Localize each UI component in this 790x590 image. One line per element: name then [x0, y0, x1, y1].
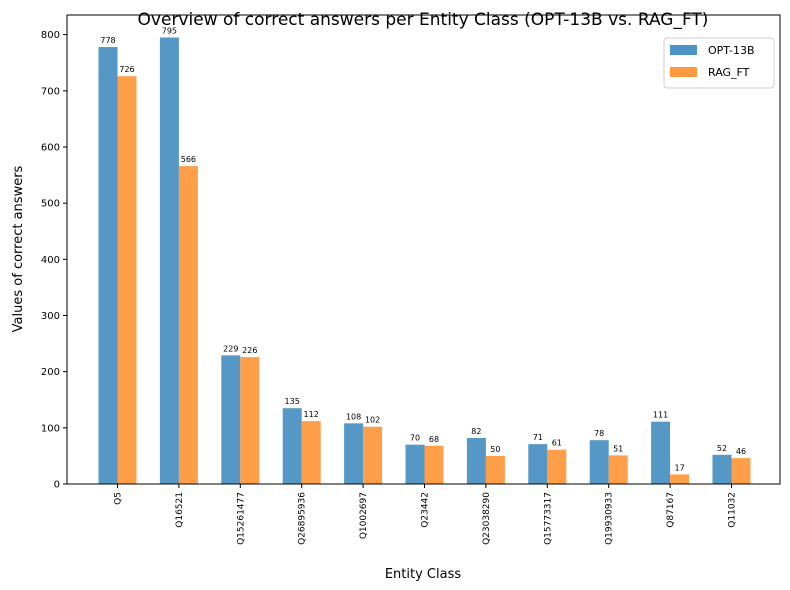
data-label-rag-ft-q87167: 17 [675, 463, 685, 472]
bar-rag-ft-q23442 [424, 445, 444, 484]
bar-opt-13b-q23442 [405, 444, 425, 484]
x-tick-label-q23038290: Q23038290 [482, 492, 492, 545]
bar-rag-ft-q11032 [731, 458, 751, 484]
y-tick-label-100: 100 [41, 423, 60, 434]
y-tick-label-0: 0 [54, 480, 60, 491]
data-label-opt-13b-q23038290: 82 [471, 427, 481, 436]
bar-rag-ft-q87167 [670, 474, 690, 484]
bar-rag-ft-q16521 [178, 166, 198, 485]
x-tick-label-q15261477: Q15261477 [236, 492, 246, 545]
data-label-opt-13b-q15773317: 71 [533, 433, 543, 442]
bar-opt-13b-q26895936 [282, 408, 302, 484]
legend-label-rag-ft: RAG_FT [708, 66, 750, 79]
x-axis: Q5 Q16521 Q15261477 Q26895936 Q1002697 Q23442… [114, 484, 738, 545]
data-label-rag-ft-q5: 726 [119, 65, 134, 74]
y-tick-label-200: 200 [41, 367, 60, 378]
data-label-rag-ft-q1002697: 102 [365, 416, 380, 425]
y-tick-label-600: 600 [41, 142, 60, 153]
data-label-opt-13b-q26895936: 135 [285, 397, 300, 406]
bar-opt-13b-q5 [98, 47, 118, 485]
bar-rag-ft-q26895936 [301, 421, 321, 484]
x-tick-label-q26895936: Q26895936 [298, 492, 308, 545]
bar-rag-ft-q23038290 [485, 455, 505, 484]
y-tick-label-300: 300 [41, 311, 60, 322]
bar-opt-13b-q19930933 [589, 440, 609, 484]
x-tick-label-q5: Q5 [114, 492, 124, 505]
x-tick-label-q1002697: Q1002697 [359, 492, 369, 539]
plot-frame [66, 14, 781, 485]
bar-rag-ft-q15773317 [547, 449, 567, 484]
data-label-rag-ft-q11032: 46 [736, 447, 746, 456]
data-label-rag-ft-q23442: 68 [429, 435, 439, 444]
y-tick-label-400: 400 [41, 255, 60, 266]
bar-rag-ft-q1002697 [363, 426, 383, 484]
data-labels-layer: 778 795 229 135 108 70 82 71 78 111 52 726 566 226 112… [100, 26, 746, 472]
data-label-rag-ft-q15261477: 226 [242, 346, 257, 355]
y-axis: 0 100 200 300 400 500 600 700 800 [41, 30, 67, 491]
legend: OPT-13B RAG_FT [663, 37, 775, 89]
x-tick-label-q23442: Q23442 [421, 492, 431, 528]
x-tick-label-q16521: Q16521 [175, 492, 185, 528]
bar-opt-13b-q87167 [651, 421, 671, 484]
data-label-rag-ft-q23038290: 50 [490, 445, 500, 454]
data-label-opt-13b-q11032: 52 [717, 444, 727, 453]
data-label-rag-ft-q19930933: 51 [613, 444, 623, 453]
y-tick-label-700: 700 [41, 86, 60, 97]
y-tick-label-800: 800 [41, 30, 60, 41]
data-label-opt-13b-q16521: 795 [162, 26, 177, 35]
data-label-opt-13b-q15261477: 229 [223, 344, 238, 353]
bar-rag-ft-q15261477 [240, 357, 260, 484]
bar-opt-13b-q15261477 [221, 355, 241, 484]
data-label-opt-13b-q5: 778 [100, 36, 115, 45]
data-label-rag-ft-q16521: 566 [181, 155, 196, 164]
x-tick-label-q15773317: Q15773317 [543, 492, 553, 545]
legend-label-opt-13b: OPT-13B [708, 44, 755, 57]
x-tick-label-q19930933: Q19930933 [605, 492, 615, 545]
data-label-opt-13b-q19930933: 78 [594, 429, 604, 438]
bar-rag-ft-q5 [117, 76, 137, 485]
bar-opt-13b-q11032 [712, 454, 732, 484]
y-tick-label-500: 500 [41, 199, 60, 210]
bar-opt-13b-q23038290 [466, 437, 486, 484]
data-label-opt-13b-q23442: 70 [410, 434, 420, 443]
bars-layer [98, 37, 751, 485]
data-label-opt-13b-q87167: 111 [653, 411, 668, 420]
x-tick-label-q11032: Q11032 [728, 492, 738, 528]
data-label-rag-ft-q26895936: 112 [304, 410, 319, 419]
bar-rag-ft-q19930933 [608, 455, 628, 484]
data-label-rag-ft-q15773317: 61 [552, 439, 562, 448]
legend-swatch-opt-13b [670, 45, 697, 55]
chart-title: Overview of correct answers per Entity C… [138, 10, 709, 30]
data-label-opt-13b-q1002697: 108 [346, 412, 361, 421]
bar-opt-13b-q15773317 [528, 444, 548, 484]
bar-opt-13b-q16521 [159, 37, 179, 484]
x-tick-label-q87167: Q87167 [666, 492, 676, 528]
legend-swatch-rag-ft [670, 67, 697, 77]
y-axis-title: Values of correct answers [11, 165, 26, 332]
x-axis-title: Entity Class [385, 567, 462, 582]
bar-opt-13b-q1002697 [344, 423, 364, 484]
